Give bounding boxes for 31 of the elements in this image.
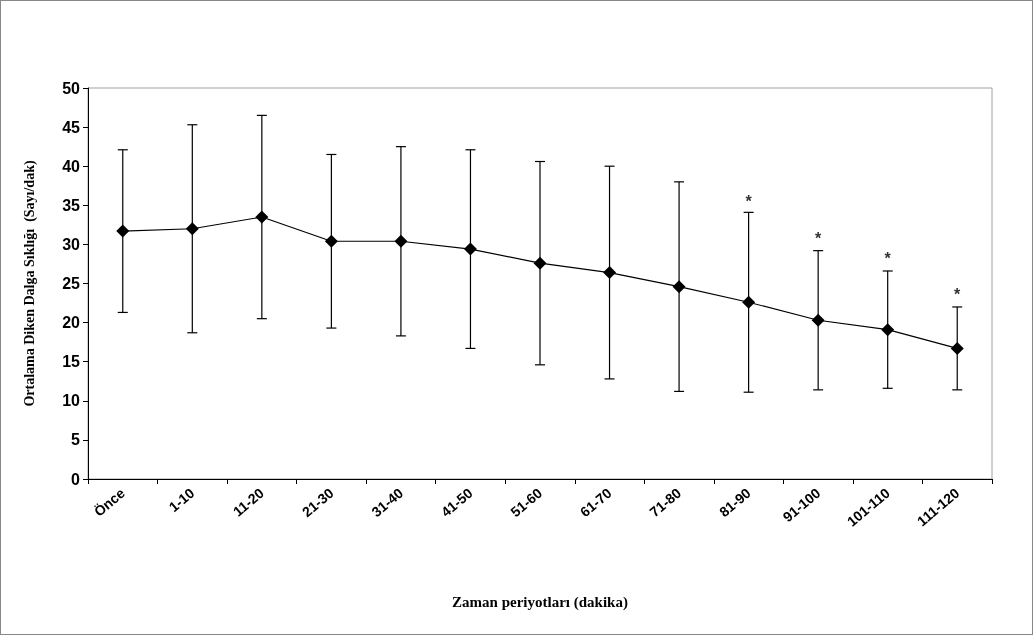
y-tick-label: 10 <box>62 392 81 410</box>
point <box>463 242 477 256</box>
y-tick-label: 30 <box>62 235 81 253</box>
y-tick-label: 35 <box>62 196 81 214</box>
y-tick-label: 40 <box>62 157 81 175</box>
y-tick-label: 15 <box>62 353 81 371</box>
point <box>324 234 338 248</box>
point <box>672 280 686 294</box>
point <box>533 256 547 270</box>
point <box>603 266 617 280</box>
y-tick-label: 25 <box>62 275 81 292</box>
point <box>950 341 964 355</box>
y-tick-label: 50 <box>62 79 81 97</box>
annotation: * <box>884 250 892 268</box>
x-tick-label: 1-10 <box>165 484 198 516</box>
point <box>742 295 756 309</box>
x-axis-title: Zaman periyotları (dakika) <box>452 593 628 611</box>
annotation: * <box>954 286 962 304</box>
y-tick-label: 45 <box>62 118 81 136</box>
point <box>255 210 269 224</box>
point <box>881 323 895 337</box>
point <box>185 222 199 236</box>
y-tick-label: 5 <box>71 431 81 449</box>
y-tick-label: 20 <box>62 314 81 332</box>
point <box>394 234 408 248</box>
annotation: * <box>745 192 753 210</box>
y-axis-title: Ortalama Diken Dalga Sıklığı (Sayı/dak) <box>21 160 38 407</box>
point <box>116 224 130 238</box>
point <box>811 313 825 327</box>
y-tick-label: 0 <box>71 470 81 488</box>
annotation: * <box>815 230 823 248</box>
